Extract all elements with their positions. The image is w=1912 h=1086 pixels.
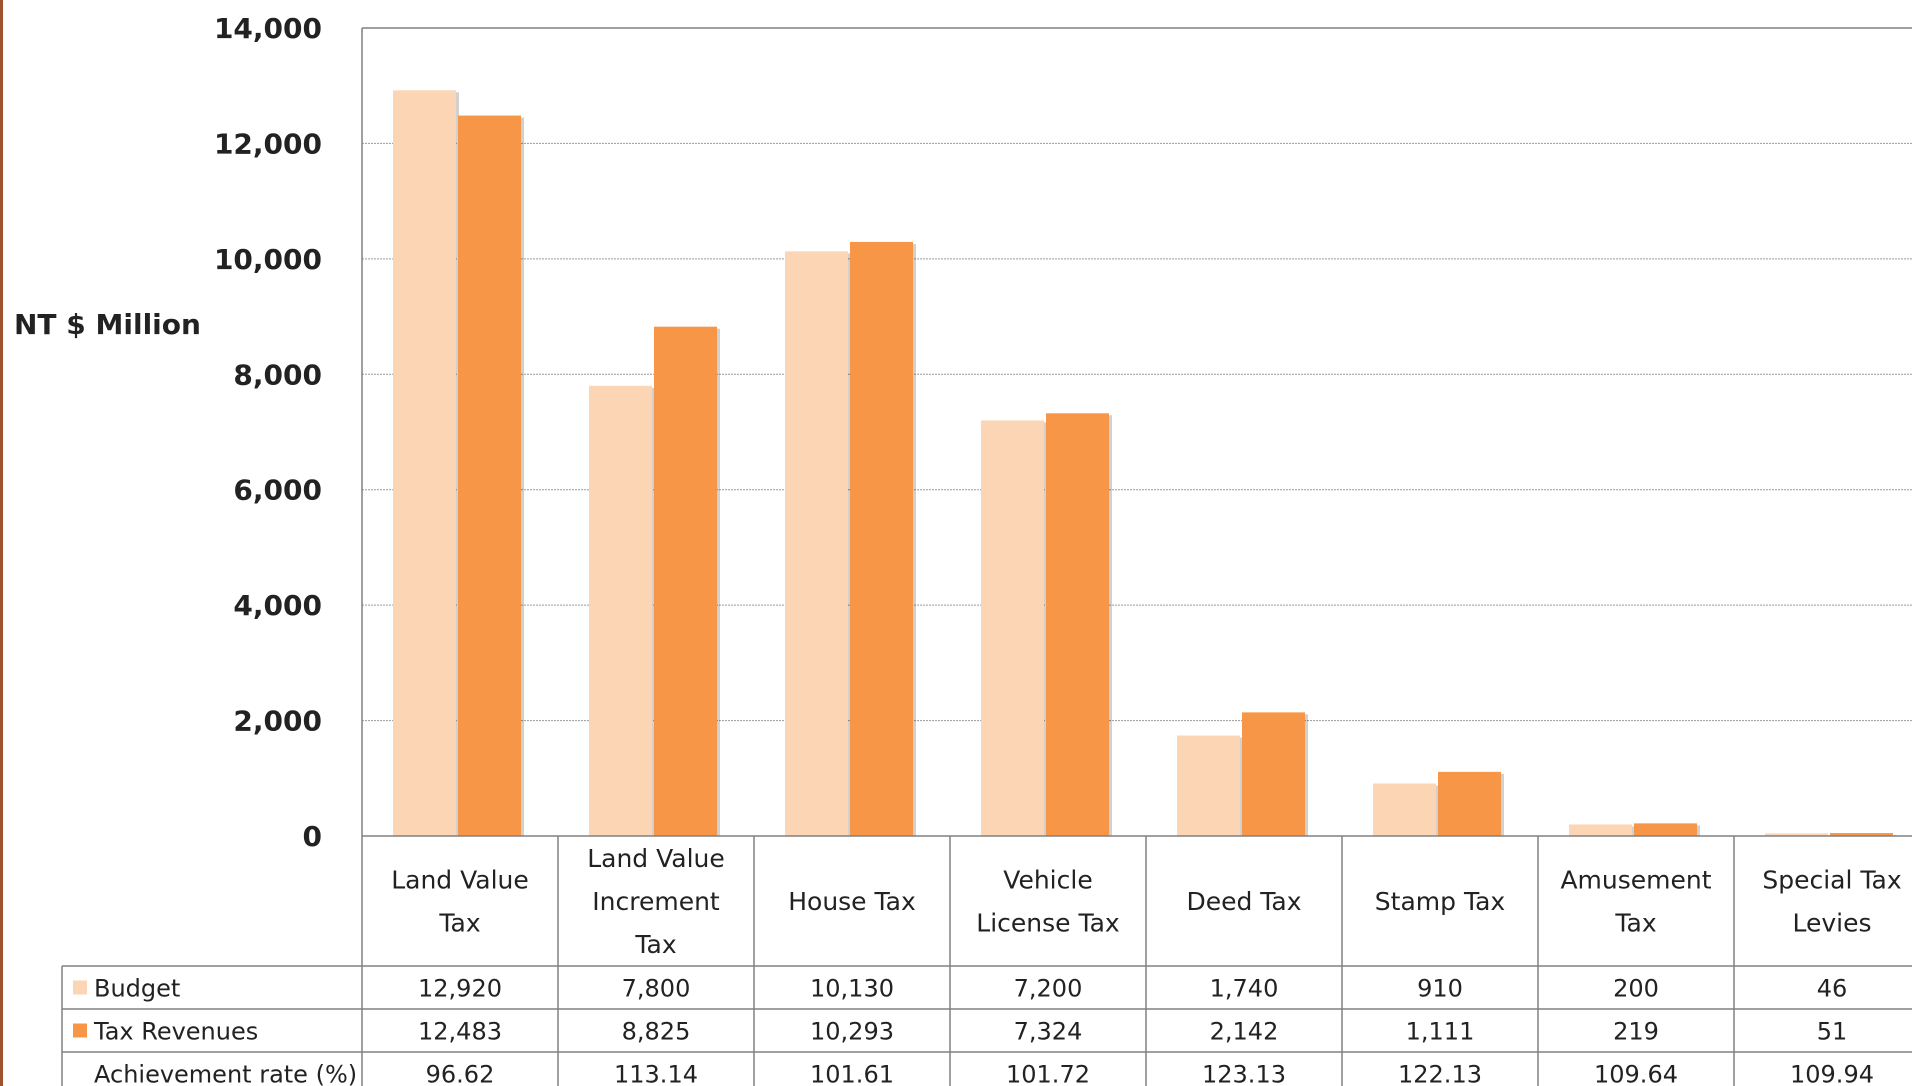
bar-tax-revenues — [1046, 413, 1109, 836]
x-category-label: License Tax — [976, 909, 1119, 938]
bar-budget — [393, 90, 456, 837]
table-cell-value: 910 — [1417, 975, 1463, 1003]
bar-tax-revenues — [850, 241, 913, 837]
table-cell-value: 10,130 — [810, 975, 894, 1003]
left-edge-border — [0, 0, 3, 1086]
table-cell-value: 1,111 — [1406, 1018, 1475, 1046]
bar-budget — [981, 420, 1044, 836]
table-row-label: Tax Revenues — [93, 1018, 258, 1046]
bar-budget — [589, 385, 652, 836]
table-cell-value: 200 — [1613, 975, 1659, 1003]
table-cell-value: 113.14 — [614, 1061, 698, 1086]
table-cell-value: 101.72 — [1006, 1061, 1090, 1086]
table-cell-value: 51 — [1817, 1018, 1848, 1046]
x-category-label: Amusement — [1560, 866, 1711, 895]
x-category-label: Tax — [1614, 909, 1656, 938]
table-cell-value: 122.13 — [1398, 1061, 1482, 1086]
table-cell-value: 109.64 — [1594, 1061, 1678, 1086]
table-cell-value: 96.62 — [426, 1061, 495, 1086]
x-category-label: Deed Tax — [1186, 887, 1301, 916]
table-cell-value: 2,142 — [1210, 1018, 1279, 1046]
x-category-label: Tax — [634, 930, 676, 959]
y-tick-label: 10,000 — [214, 243, 322, 276]
x-category-label: Tax — [438, 909, 480, 938]
x-category-label: Increment — [592, 887, 720, 916]
table-row-label: Budget — [94, 975, 180, 1003]
table-cell-value: 10,293 — [810, 1018, 894, 1046]
y-tick-label: 14,000 — [214, 12, 322, 45]
x-category-label: Vehicle — [1003, 866, 1092, 895]
table-cell-value: 123.13 — [1202, 1061, 1286, 1086]
bar-tax-revenues — [1830, 833, 1893, 836]
bar-tax-revenues — [1438, 771, 1501, 836]
bar-budget — [785, 251, 848, 837]
y-tick-label: 8,000 — [233, 358, 322, 391]
y-axis-title: NT $ Million — [14, 308, 201, 341]
table-cell-value: 12,483 — [418, 1018, 502, 1046]
x-category-label: Land Value — [587, 844, 725, 873]
y-tick-label: 12,000 — [214, 127, 322, 160]
bar-budget — [1765, 833, 1828, 836]
table-cell-value: 8,825 — [622, 1018, 691, 1046]
y-tick-label: 2,000 — [233, 705, 322, 738]
legend-key-budget — [73, 980, 87, 995]
y-tick-label: 4,000 — [233, 589, 322, 622]
table-cell-value: 7,200 — [1014, 975, 1083, 1003]
y-tick-label: 6,000 — [233, 474, 322, 507]
x-category-label: Land Value — [391, 866, 529, 895]
table-cell-value: 7,324 — [1014, 1018, 1083, 1046]
table-cell-value: 101.61 — [810, 1061, 894, 1086]
x-category-label: Levies — [1792, 909, 1871, 938]
bar-budget — [1373, 783, 1436, 836]
bar-tax-revenues — [654, 326, 717, 836]
table-row-label: Achievement rate (%) — [94, 1061, 357, 1086]
bar-budget — [1569, 824, 1632, 836]
x-category-label: Stamp Tax — [1375, 887, 1505, 916]
bar-budget — [1177, 735, 1240, 836]
legend-key-tax-revenues — [73, 1023, 87, 1038]
table-cell-value: 7,800 — [622, 975, 691, 1003]
x-category-label: House Tax — [788, 887, 916, 916]
y-tick-label: 0 — [303, 820, 322, 853]
x-category-label: Special Tax — [1762, 866, 1901, 895]
bar-tax-revenues — [1634, 823, 1697, 836]
table-cell-value: 219 — [1613, 1018, 1659, 1046]
table-cell-value: 109.94 — [1790, 1061, 1874, 1086]
bar-tax-revenues — [458, 115, 521, 837]
table-cell-value: 1,740 — [1210, 975, 1279, 1003]
bar-tax-revenues — [1242, 712, 1305, 836]
table-cell-value: 46 — [1817, 975, 1848, 1003]
table-cell-value: 12,920 — [418, 975, 502, 1003]
